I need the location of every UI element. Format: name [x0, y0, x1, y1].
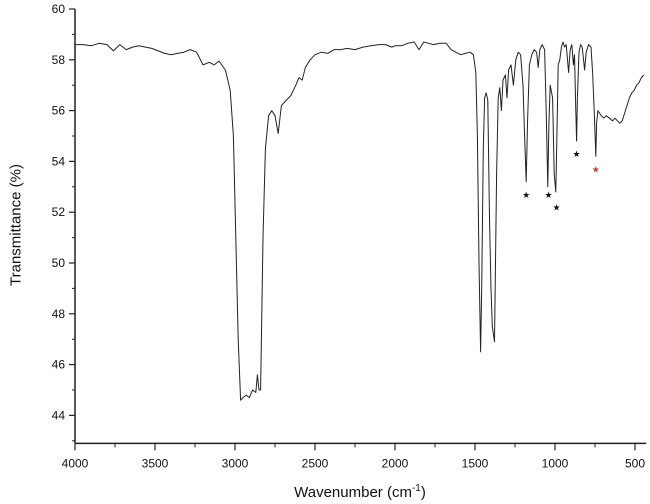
peak-star-marker: ★ — [545, 191, 553, 201]
y-tick-label: 50 — [52, 256, 66, 270]
x-tick-label: 1500 — [462, 456, 489, 470]
y-tick-label: 56 — [52, 104, 66, 118]
peak-star-marker: ★ — [522, 191, 530, 201]
y-axis: 44 46 48 50 52 54 56 58 60 — [52, 2, 76, 444]
x-axis-title-main: Wavenumber (cm — [294, 484, 412, 501]
x-tick-label: 2500 — [302, 456, 329, 470]
y-tick-label: 60 — [52, 2, 66, 16]
x-axis: 4000 3500 3000 2500 2000 1500 1000 500 — [62, 442, 647, 470]
y-tick-label: 46 — [52, 358, 66, 372]
peak-star-marker: ★ — [553, 204, 561, 214]
x-axis-title-superscript: -1 — [411, 483, 421, 494]
y-tick-label: 52 — [52, 205, 66, 219]
x-tick-label: 2000 — [382, 456, 409, 470]
peak-star-marker: ★ — [592, 165, 600, 175]
x-tick-label: 3000 — [222, 456, 249, 470]
y-tick-label: 44 — [52, 408, 66, 422]
x-tick-label: 1000 — [542, 456, 569, 470]
x-tick-label: 4000 — [62, 456, 89, 470]
y-axis-title: Transmittance (%) — [7, 164, 25, 286]
x-axis-title-close: ) — [420, 484, 426, 501]
peak-annotations: ★ ★★★★ — [522, 150, 600, 213]
y-tick-label: 58 — [52, 53, 66, 67]
x-axis-title: Wavenumber (cm-1) — [294, 483, 426, 501]
x-tick-label: 500 — [625, 456, 645, 470]
y-tick-label: 48 — [52, 307, 66, 321]
peak-star-marker: ★ — [573, 150, 581, 160]
x-tick-label: 3500 — [142, 456, 169, 470]
y-tick-label: 54 — [52, 154, 66, 168]
spectrum-line — [75, 41, 645, 401]
